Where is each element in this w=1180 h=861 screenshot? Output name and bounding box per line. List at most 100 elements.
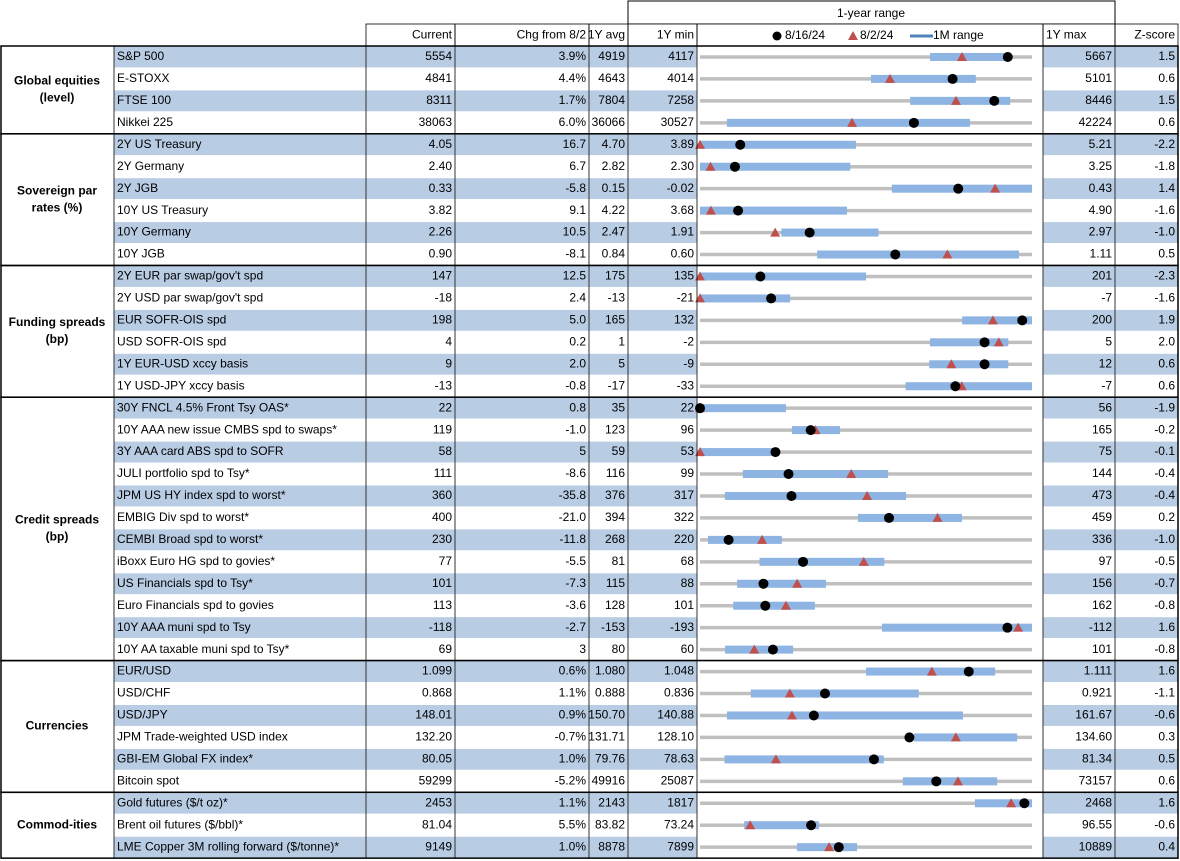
- cell-value: -1.6: [1154, 203, 1175, 217]
- cell-value: 0.15: [602, 181, 626, 195]
- row-name: JPM US HY index spd to worst*: [117, 488, 286, 502]
- aug16-marker: [783, 469, 794, 480]
- row-name: 2Y USD par swap/gov't spd: [117, 291, 263, 305]
- group-label: Global equities: [14, 74, 100, 88]
- cell-value: 394: [605, 510, 625, 524]
- cell-value: -13: [608, 291, 626, 305]
- cell-value: -112: [1089, 620, 1112, 634]
- aug2-marker: [950, 95, 961, 105]
- cell-value: 1.5: [1158, 93, 1175, 107]
- aug2-marker: [884, 73, 895, 83]
- cell-value: 4.05: [429, 137, 453, 151]
- cell-value: 1.048: [664, 664, 694, 678]
- row-name: 10Y AAA new issue CMBS spd to swaps*: [117, 422, 337, 436]
- one-month-range: [902, 777, 998, 786]
- cell-value: -1.9: [1154, 400, 1175, 414]
- aug2-marker: [987, 315, 998, 325]
- cell-value: 360: [432, 488, 452, 502]
- cell-value: 73157: [1079, 773, 1113, 787]
- cell-value: -1.1: [1154, 686, 1175, 700]
- cell-value: -0.6: [1154, 708, 1175, 722]
- value-cell: [365, 352, 456, 376]
- cell-value: 1.11: [1090, 247, 1113, 261]
- cell-value: -1.0: [565, 422, 586, 436]
- aug16-marker: [766, 293, 777, 304]
- cell-value: 2143: [598, 795, 625, 809]
- cell-value: 10889: [1079, 839, 1113, 853]
- aug16-marker: [755, 271, 766, 282]
- cell-value: 97: [1099, 554, 1113, 568]
- row-name: Euro Financials spd to govies: [117, 598, 274, 612]
- cell-value: -0.4: [1154, 488, 1175, 502]
- cell-value: 9: [445, 356, 452, 370]
- one-month-range: [725, 645, 794, 654]
- cell-value: 58: [439, 444, 453, 458]
- aug2-marker: [946, 359, 957, 369]
- cell-value: 3.9%: [559, 49, 587, 63]
- row-name: iBoxx Euro HG spd to govies*: [117, 554, 275, 568]
- aug2-marker: [950, 732, 961, 742]
- cell-value: 220: [674, 532, 694, 546]
- cell-value: 7899: [667, 839, 694, 853]
- cell-value: 1.6: [1158, 620, 1175, 634]
- cell-value: 134.60: [1075, 730, 1112, 744]
- cell-value: 73.24: [664, 817, 694, 831]
- one-month-range: [905, 382, 1032, 391]
- cell-value: -0.02: [667, 181, 695, 195]
- cell-value: 3.82: [429, 203, 453, 217]
- cell-value: -9: [683, 356, 694, 370]
- cell-value: 35: [612, 400, 626, 414]
- cell-value: -2: [683, 334, 694, 348]
- cell-value: 175: [605, 269, 625, 283]
- aug2-marker: [770, 754, 781, 764]
- one-month-range: [724, 755, 884, 764]
- aug16-marker: [1002, 51, 1013, 62]
- aug2-marker: [824, 842, 835, 852]
- aug2-marker: [780, 600, 791, 610]
- cell-value: -0.4: [1154, 466, 1175, 480]
- one-month-range: [910, 96, 1011, 105]
- cell-value: 30527: [661, 115, 695, 129]
- aug16-marker: [989, 95, 1000, 106]
- cell-value: 75: [1099, 444, 1113, 458]
- one-month-range: [700, 272, 866, 281]
- cell-value: 6.7: [569, 159, 586, 173]
- cell-value: 81.04: [422, 817, 452, 831]
- cell-value: 49916: [592, 773, 626, 787]
- cell-value: 3.25: [1089, 159, 1113, 173]
- cell-value: 123: [605, 422, 625, 436]
- cell-value: -21: [677, 291, 695, 305]
- cell-value: -1.0: [1154, 532, 1175, 546]
- cell-value: 0.868: [422, 686, 452, 700]
- cell-value: 0.921: [1082, 686, 1112, 700]
- cell-value: 132: [674, 313, 694, 327]
- cell-value: 38063: [419, 115, 453, 129]
- aug2-marker: [695, 447, 705, 457]
- cell-value: 79.76: [595, 752, 625, 766]
- cell-value: -0.5: [1154, 554, 1175, 568]
- aug16-marker: [808, 710, 819, 721]
- one-month-range: [914, 733, 1018, 742]
- cell-value: 77: [439, 554, 453, 568]
- aug16-marker: [806, 820, 817, 831]
- cell-value: 69: [439, 642, 453, 656]
- row-name: 3Y AAA card ABS spd to SOFR: [117, 444, 284, 458]
- aug16-marker: [884, 512, 895, 523]
- value-cell: [365, 330, 456, 354]
- cell-value: 119: [433, 422, 452, 436]
- one-month-range: [708, 535, 782, 544]
- one-month-range: [742, 470, 889, 479]
- row-name: EMBIG Div spd to worst*: [117, 510, 249, 524]
- row-name: Brent oil futures ($/bbl)*: [117, 817, 243, 831]
- group-box: [0, 791, 1179, 859]
- row-name: 2Y EUR par swap/gov't spd: [117, 269, 263, 283]
- cell-value: 2.30: [671, 159, 695, 173]
- aug16-marker: [798, 556, 809, 567]
- column-header: 1Y max: [1046, 28, 1086, 42]
- cell-value: -0.1: [1154, 444, 1175, 458]
- aug16-marker: [979, 337, 990, 348]
- cell-value: 0.60: [671, 247, 695, 261]
- cell-value: -8.1: [565, 247, 586, 261]
